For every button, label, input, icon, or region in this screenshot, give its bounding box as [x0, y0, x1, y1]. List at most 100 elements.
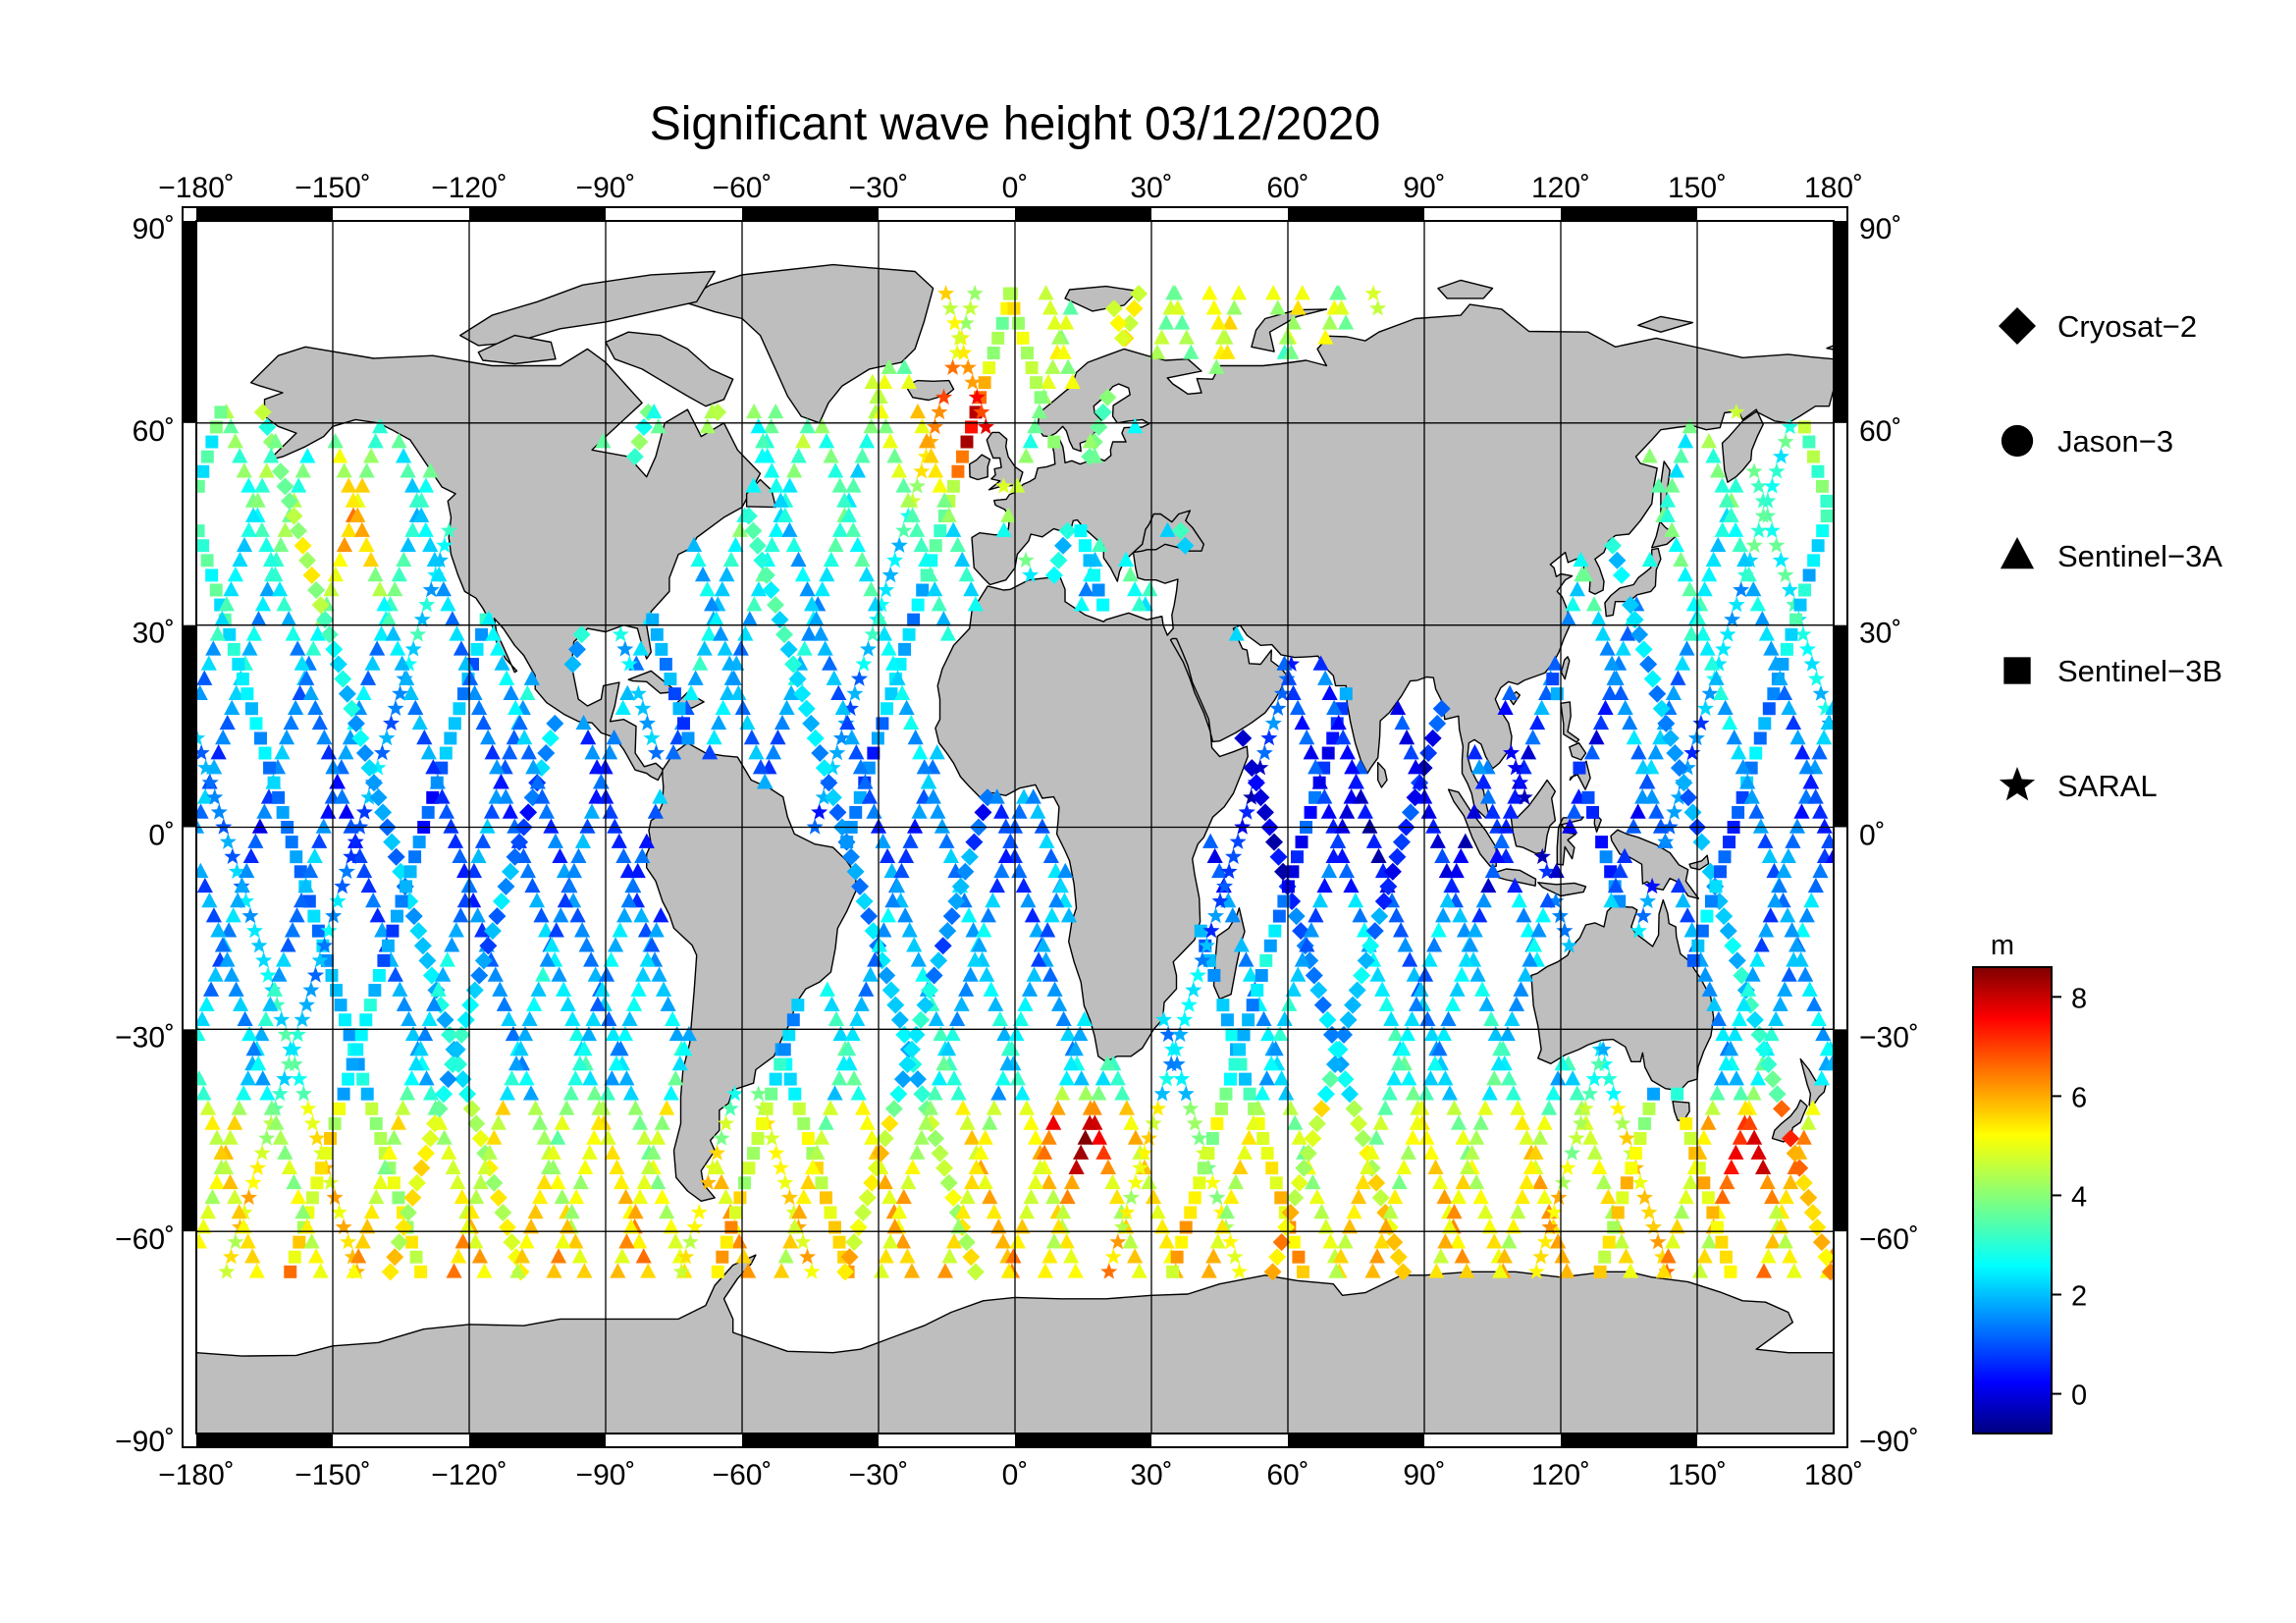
- track-marker: [632, 640, 649, 656]
- track-marker: [1166, 1265, 1180, 1278]
- track-marker: [392, 1191, 405, 1205]
- track-marker: [1259, 953, 1273, 967]
- track-marker: [448, 717, 461, 730]
- track-marker: [438, 803, 455, 819]
- track-marker: [209, 625, 226, 641]
- track-marker: [991, 1010, 1008, 1027]
- track-marker: [1752, 818, 1769, 834]
- track-marker: [577, 1159, 594, 1174]
- lon-tick-label-top: −60˚: [713, 172, 773, 204]
- track-marker: [1109, 1233, 1127, 1250]
- track-marker: [493, 774, 509, 789]
- track-marker: [1801, 981, 1818, 997]
- track-marker: [559, 1218, 576, 1234]
- track-marker: [1797, 966, 1814, 982]
- track-marker: [1803, 655, 1821, 672]
- track-marker: [945, 1233, 963, 1249]
- lon-tick-label-top: −150˚: [294, 172, 371, 204]
- track-marker: [1637, 1116, 1651, 1130]
- track-marker: [967, 596, 984, 612]
- track-marker: [1211, 893, 1229, 909]
- track-marker: [760, 1102, 774, 1115]
- track-marker: [941, 299, 959, 316]
- track-marker: [1643, 670, 1662, 688]
- track-marker: [1785, 833, 1801, 848]
- track-marker: [1798, 907, 1815, 923]
- track-marker: [413, 937, 432, 955]
- track-marker: [567, 1233, 584, 1249]
- track-marker: [900, 373, 917, 389]
- track-marker: [1336, 1070, 1355, 1089]
- track-marker: [1719, 1173, 1735, 1190]
- track-marker: [1630, 625, 1649, 644]
- track-marker: [711, 1265, 724, 1278]
- track-marker: [1739, 981, 1757, 997]
- track-marker: [968, 1159, 985, 1174]
- track-marker: [1078, 580, 1095, 597]
- track-marker: [554, 1114, 570, 1130]
- track-marker: [1041, 966, 1059, 982]
- track-marker: [1530, 922, 1547, 938]
- track-marker: [1091, 536, 1108, 553]
- track-marker: [294, 1203, 311, 1219]
- track-marker: [454, 1070, 472, 1089]
- track-marker: [1394, 714, 1411, 730]
- track-marker: [1052, 877, 1069, 893]
- track-marker: [880, 907, 896, 923]
- track-marker: [329, 655, 347, 674]
- track-marker: [367, 566, 384, 582]
- track-marker: [1289, 699, 1307, 716]
- track-marker: [862, 966, 879, 982]
- track-marker: [400, 536, 416, 553]
- track-marker: [499, 1085, 516, 1101]
- track-marker: [1709, 880, 1723, 893]
- lat-tick-label-right: −30˚: [1859, 1021, 1919, 1054]
- track-marker: [1198, 937, 1215, 953]
- track-marker: [855, 1100, 872, 1115]
- track-marker: [253, 403, 272, 421]
- track-marker: [864, 1129, 881, 1145]
- track-marker: [1789, 729, 1806, 745]
- track-marker: [884, 1100, 903, 1118]
- track-marker: [1749, 1070, 1767, 1086]
- track-marker: [1634, 640, 1653, 659]
- track-marker: [1792, 951, 1809, 967]
- track-marker: [1024, 907, 1041, 923]
- track-marker: [1041, 1173, 1057, 1190]
- track-marker: [974, 803, 992, 822]
- track-marker: [1710, 536, 1727, 553]
- track-marker: [1221, 314, 1238, 330]
- track-marker: [636, 1129, 653, 1145]
- track-marker: [1025, 361, 1039, 375]
- track-marker: [1771, 877, 1788, 893]
- track-marker: [815, 788, 832, 805]
- track-marker: [1092, 583, 1105, 597]
- track-marker: [276, 477, 294, 496]
- track-marker: [1127, 580, 1144, 597]
- track-marker: [701, 625, 718, 641]
- track-marker: [1320, 803, 1337, 819]
- track-marker: [421, 1129, 440, 1148]
- track-marker: [1507, 877, 1523, 893]
- track-marker: [1321, 684, 1338, 700]
- track-marker: [320, 953, 334, 967]
- track-marker: [485, 625, 502, 641]
- track-marker: [1622, 714, 1638, 730]
- track-marker: [417, 477, 435, 493]
- track-marker: [1068, 1159, 1085, 1174]
- track-marker: [488, 907, 507, 926]
- track-marker: [1554, 1055, 1571, 1071]
- track-marker: [1330, 714, 1347, 730]
- legend-item: Sentinel−3B: [2003, 654, 2222, 688]
- track-marker: [285, 1040, 302, 1057]
- track-marker: [362, 551, 380, 568]
- track-marker: [980, 907, 996, 923]
- track-marker: [942, 907, 961, 926]
- track-marker: [799, 580, 816, 597]
- track-marker: [806, 818, 824, 835]
- track-marker: [794, 1233, 812, 1250]
- track-marker: [1797, 420, 1811, 434]
- track-marker: [1554, 1248, 1571, 1264]
- track-marker: [422, 462, 439, 478]
- track-marker: [1165, 285, 1182, 300]
